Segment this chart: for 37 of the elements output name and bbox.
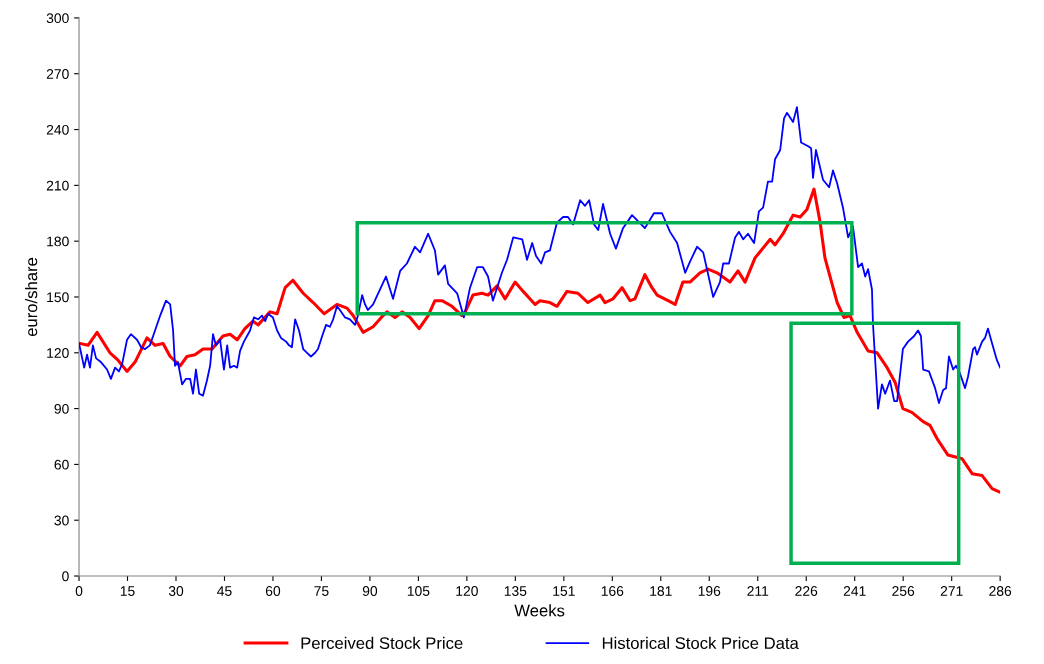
x-tick-label: 75 xyxy=(314,586,329,596)
y-axis-title: euro/share xyxy=(25,257,38,337)
y-tick-label: 90 xyxy=(54,403,69,414)
x-tick-label: 0 xyxy=(75,586,83,596)
y-tick-label: 150 xyxy=(47,292,69,303)
x-tick-label: 151 xyxy=(553,586,575,596)
x-tick-label: 241 xyxy=(843,586,866,596)
x-axis-title: Weeks xyxy=(514,604,565,617)
x-tick-label: 105 xyxy=(407,586,430,596)
x-tick-label: 211 xyxy=(747,586,769,596)
y-tick-label: 210 xyxy=(46,180,69,191)
x-tick-label: 166 xyxy=(601,586,624,596)
y-tick-label: 30 xyxy=(54,515,69,526)
line-series xyxy=(79,106,1001,410)
line-series xyxy=(79,187,1001,494)
legend-label: Historical Stock Price Data xyxy=(602,636,799,650)
x-tick-label: 60 xyxy=(265,586,281,596)
x-tick-label: 196 xyxy=(698,586,721,596)
y-tick-label: 240 xyxy=(46,124,69,135)
x-tick-label: 45 xyxy=(217,586,232,596)
y-tick-label: 300 xyxy=(46,13,69,24)
x-tick-label: 271 xyxy=(940,586,963,596)
x-tick-label: 181 xyxy=(650,586,672,596)
y-tick-label: 120 xyxy=(47,348,69,358)
y-tick-label: 180 xyxy=(47,236,69,247)
x-tick-label: 286 xyxy=(989,586,1012,596)
x-tick-label: 30 xyxy=(168,586,184,596)
x-tick-label: 120 xyxy=(456,586,478,596)
y-tick-label: 60 xyxy=(54,459,69,470)
x-tick-label: 15 xyxy=(120,586,135,596)
x-tick-label: 135 xyxy=(504,586,527,596)
x-tick-label: 90 xyxy=(362,586,378,596)
legend-label: Perceived Stock Price xyxy=(301,636,463,650)
y-tick-label: 0 xyxy=(62,571,69,582)
y-tick-label: 270 xyxy=(46,69,69,79)
x-tick-label: 226 xyxy=(795,586,818,596)
x-tick-label: 256 xyxy=(892,586,915,596)
